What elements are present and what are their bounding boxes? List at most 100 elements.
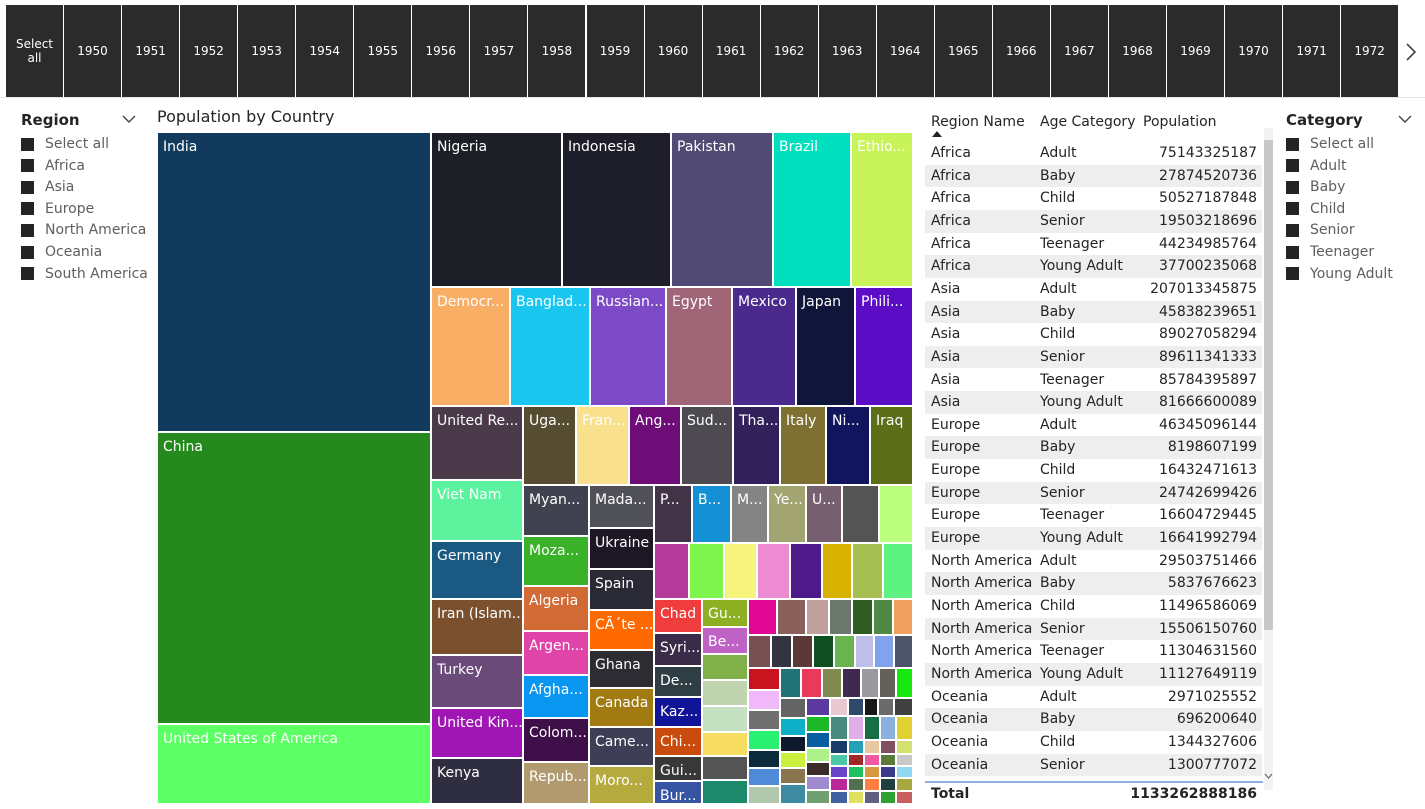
treemap-tile-cote[interactable]: CÃ´te ... xyxy=(589,610,654,650)
treemap-tile[interactable] xyxy=(771,635,792,668)
treemap-tile[interactable] xyxy=(879,668,896,698)
column-header-region[interactable]: Region Name xyxy=(931,114,1025,130)
year-button[interactable]: 1958 xyxy=(528,5,586,97)
treemap-tile-republic[interactable]: Repub... xyxy=(523,762,589,804)
treemap-tile-angola[interactable]: Ang... xyxy=(629,406,681,485)
checkbox[interactable] xyxy=(1286,267,1299,281)
checkbox[interactable] xyxy=(21,137,34,151)
treemap-tile[interactable] xyxy=(702,756,748,780)
treemap-tile-ghana[interactable]: Ghana xyxy=(589,650,654,688)
year-button[interactable]: 1962 xyxy=(760,5,818,97)
treemap-tile-nigeria[interactable]: Nigeria xyxy=(431,132,562,287)
treemap-tile-canada[interactable]: Canada xyxy=(589,688,654,727)
year-button[interactable]: 1964 xyxy=(876,5,934,97)
treemap-tile[interactable] xyxy=(702,732,748,756)
checkbox[interactable] xyxy=(21,245,34,259)
treemap-tile-gu[interactable]: Gu... xyxy=(702,599,748,627)
checkbox[interactable] xyxy=(21,202,34,216)
treemap-tile-chad[interactable]: Chad xyxy=(654,599,702,633)
treemap-tile[interactable] xyxy=(702,706,748,732)
table-row[interactable]: Africa Young Adult 37700235068 xyxy=(925,255,1262,278)
treemap-tile-egypt[interactable]: Egypt xyxy=(666,287,732,406)
treemap-tile[interactable] xyxy=(748,710,780,730)
treemap-tile[interactable] xyxy=(780,784,806,804)
year-button[interactable]: 1953 xyxy=(238,5,296,97)
treemap-tile[interactable] xyxy=(848,766,864,778)
treemap-tile[interactable] xyxy=(830,778,848,791)
treemap-tile[interactable] xyxy=(806,762,830,776)
treemap-tile[interactable] xyxy=(806,716,830,732)
year-button[interactable]: 1970 xyxy=(1225,5,1282,97)
treemap-tile-italy[interactable]: Italy xyxy=(780,406,826,485)
chevron-down-icon[interactable] xyxy=(122,113,136,125)
treemap-tile[interactable] xyxy=(896,716,913,740)
treemap-tile-china[interactable]: China xyxy=(157,432,431,724)
table-row[interactable]: Europe Young Adult 16641992794 xyxy=(925,527,1262,550)
treemap-tile[interactable] xyxy=(873,599,893,635)
category-option[interactable]: Young Adult xyxy=(1286,264,1393,284)
checkbox[interactable] xyxy=(21,159,34,173)
treemap-tile[interactable] xyxy=(829,599,852,635)
treemap-tile[interactable] xyxy=(894,698,913,716)
treemap-tile-burkina[interactable]: Bur... xyxy=(654,781,702,804)
year-button[interactable]: 1952 xyxy=(180,5,238,97)
table-row[interactable]: Europe Child 16432471613 xyxy=(925,459,1262,482)
treemap-tile[interactable] xyxy=(848,716,864,740)
year-button[interactable]: 1961 xyxy=(702,5,760,97)
table-row[interactable]: North America Young Adult 11127649119 xyxy=(925,662,1262,686)
treemap-tile[interactable] xyxy=(777,599,806,635)
table-row[interactable]: Asia Teenager 85784395897 xyxy=(925,369,1262,392)
category-option[interactable]: Adult xyxy=(1286,156,1346,176)
treemap-tile[interactable] xyxy=(896,791,913,804)
treemap-tile-chile[interactable]: Chi... xyxy=(654,727,702,756)
treemap-tile[interactable] xyxy=(848,778,864,791)
treemap-tile[interactable] xyxy=(748,768,780,786)
treemap-tile[interactable] xyxy=(864,754,880,766)
table-row[interactable]: Oceania Child 1344327606 xyxy=(925,731,1262,754)
table-row[interactable]: Africa Teenager 44234985764 xyxy=(925,233,1262,256)
treemap-tile[interactable] xyxy=(822,668,842,698)
checkbox[interactable] xyxy=(21,267,34,281)
treemap-tile[interactable] xyxy=(880,740,896,754)
region-option[interactable]: Oceania xyxy=(21,242,102,262)
treemap-tile-mozambique[interactable]: Moza... xyxy=(523,536,589,586)
treemap-tile[interactable] xyxy=(830,791,848,804)
treemap-tile[interactable] xyxy=(880,716,896,740)
treemap-tile-kazakhstan[interactable]: Kaz... xyxy=(654,697,702,727)
year-button[interactable]: 1950 xyxy=(64,5,121,97)
treemap-tile[interactable] xyxy=(883,543,913,599)
treemap-tile[interactable] xyxy=(893,599,913,635)
region-option[interactable]: South America xyxy=(21,264,148,284)
table-row[interactable]: Asia Senior 89611341333 xyxy=(925,345,1262,369)
treemap-tile-u[interactable]: U... xyxy=(806,485,842,543)
treemap-tile[interactable] xyxy=(780,718,806,736)
treemap-tile[interactable] xyxy=(848,791,864,804)
treemap-tile[interactable] xyxy=(801,668,822,698)
treemap-tile-niger[interactable]: Ni... xyxy=(826,406,870,485)
treemap-tile[interactable] xyxy=(896,754,913,766)
treemap-tile[interactable] xyxy=(689,543,724,599)
column-header-age[interactable]: Age Category xyxy=(1040,114,1136,130)
treemap-tile-turkey[interactable]: Turkey xyxy=(431,655,523,708)
checkbox[interactable] xyxy=(1286,202,1299,216)
year-select-all-button[interactable]: Select all xyxy=(6,5,63,97)
treemap-tile-bangladesh[interactable]: Banglad... xyxy=(510,287,590,406)
table-row[interactable]: Oceania Baby 696200640 xyxy=(925,708,1262,731)
treemap-tile-afghanistan[interactable]: Afgha... xyxy=(523,675,589,718)
year-button[interactable]: 1969 xyxy=(1167,5,1224,97)
treemap-tile-colombia[interactable]: Colom... xyxy=(523,718,589,762)
scroll-down-icon[interactable] xyxy=(1264,772,1273,780)
table-row[interactable]: Europe Senior 24742699426 xyxy=(925,481,1262,505)
treemap-tile[interactable] xyxy=(806,599,829,635)
treemap-tile[interactable] xyxy=(702,780,748,804)
treemap-tile-france[interactable]: Fran... xyxy=(576,406,629,485)
year-button[interactable]: 1968 xyxy=(1109,5,1166,97)
year-button[interactable]: 1963 xyxy=(818,5,876,97)
treemap-tile-russia[interactable]: Russian... xyxy=(590,287,666,406)
region-option[interactable]: Select all xyxy=(21,134,109,154)
treemap-tile[interactable] xyxy=(896,740,913,754)
treemap-tile[interactable] xyxy=(864,698,878,716)
treemap-tile-kenya[interactable]: Kenya xyxy=(431,758,523,804)
treemap-tile-de[interactable]: De... xyxy=(654,666,702,697)
treemap-tile-vietnam[interactable]: Viet Nam xyxy=(431,480,523,541)
